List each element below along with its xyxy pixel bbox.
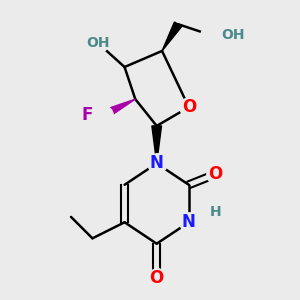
Polygon shape [162,22,182,51]
Text: N: N [150,154,164,172]
Text: OH: OH [221,28,244,42]
Text: O: O [182,98,196,116]
Text: O: O [150,269,164,287]
Text: O: O [208,165,223,183]
Text: N: N [182,213,196,231]
Text: OH: OH [86,36,110,50]
Polygon shape [152,126,161,164]
Text: F: F [81,106,92,124]
Text: H: H [210,205,221,219]
Polygon shape [101,99,135,119]
